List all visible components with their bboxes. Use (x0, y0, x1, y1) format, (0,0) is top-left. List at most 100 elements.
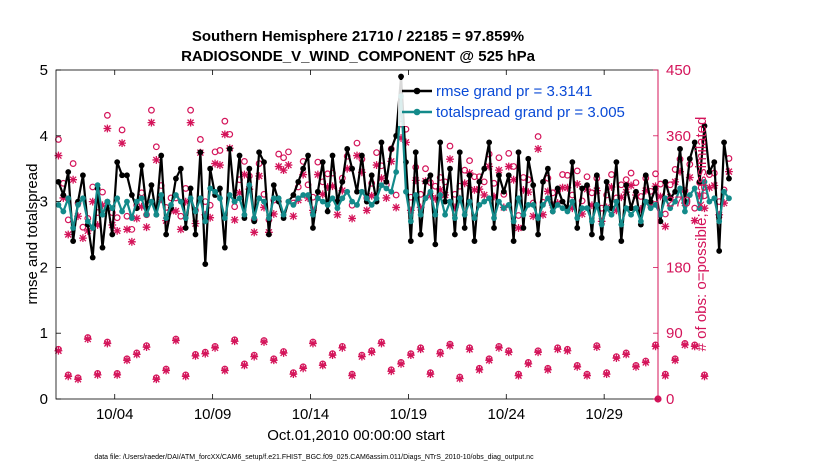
obs-assimilated-point (602, 370, 611, 379)
series-point-1 (368, 201, 375, 208)
series-point-1 (540, 201, 546, 208)
series-point-0 (295, 178, 302, 185)
obs-assimilated-point (348, 371, 357, 380)
obs-assimilated-point (206, 213, 215, 222)
obs-assimilated-point (59, 194, 68, 202)
obs-assimilated-point (328, 182, 337, 191)
series-point-0 (99, 244, 106, 251)
obs-assimilated-point (573, 180, 582, 188)
obs-assimilated-point (279, 349, 288, 357)
obs-assimilated-point (230, 337, 239, 346)
series-point-1 (124, 198, 130, 205)
obs-assimilated-point (250, 352, 259, 361)
obs-possible-point (148, 106, 155, 114)
obs-assimilated-point (685, 173, 694, 182)
series-point-0 (163, 231, 170, 238)
series-point-0 (192, 231, 199, 238)
series-point-1 (525, 201, 532, 208)
obs-possible-point (275, 150, 283, 158)
obs-assimilated-point (284, 161, 293, 169)
obs-assimilated-point (216, 161, 224, 169)
series-point-1 (388, 188, 395, 195)
series-point-0 (148, 182, 155, 189)
series-point-0 (554, 185, 561, 192)
obs-assimilated-point (357, 352, 366, 361)
series-point-1 (593, 201, 600, 208)
series-point-1 (99, 211, 106, 218)
series-point-1 (701, 178, 708, 185)
obs-assimilated-point (720, 199, 728, 207)
series-point-1 (182, 215, 189, 221)
obs-possible-point (216, 147, 224, 154)
series-point-0 (476, 178, 483, 185)
x-axis: 10/04 10/09 10/14 10/19 10/24 10/29 (96, 70, 623, 423)
series-point-1 (618, 221, 625, 228)
obs-assimilated-point (64, 230, 73, 239)
series-point-1 (716, 218, 723, 225)
obs-possible-point (79, 223, 87, 231)
series-point-0 (109, 231, 116, 238)
series-point-0 (584, 182, 590, 189)
obs-assimilated-point (695, 191, 704, 199)
obs-assimilated-point (132, 350, 141, 359)
series-point-1 (373, 195, 380, 202)
series-layer (54, 73, 733, 403)
obs-assimilated-point (612, 206, 621, 215)
obs-assimilated-point (240, 361, 249, 370)
series-point-0 (657, 218, 664, 225)
y-tick-label: 3 (40, 194, 48, 211)
series-point-0 (642, 172, 649, 179)
obs-assimilated-point (475, 365, 484, 374)
obs-assimilated-point (485, 162, 494, 171)
x-tick-label: 10/09 (194, 406, 232, 423)
series-point-1 (192, 208, 199, 215)
obs-assimilated-point (563, 346, 572, 355)
series-point-1 (481, 198, 488, 205)
obs-assimilated-point (250, 228, 259, 237)
series-point-1 (221, 215, 228, 221)
series-point-1 (574, 215, 581, 221)
obs-assimilated-point (573, 362, 582, 371)
obs-assimilated-point (357, 168, 366, 177)
obs-assimilated-point (588, 201, 596, 210)
series-point-0 (701, 123, 708, 129)
obs-assimilated-point (348, 214, 357, 223)
obs-assimilated-point (103, 339, 112, 348)
series-point-0 (677, 146, 683, 152)
series-point-1 (270, 195, 277, 202)
obs-possible-point (152, 143, 160, 151)
y2-tick-label: 450 (666, 62, 691, 79)
obs-assimilated-point (671, 177, 680, 186)
obs-assimilated-point (220, 366, 229, 375)
series-point-0 (716, 248, 723, 254)
series-point-0 (520, 225, 527, 231)
obs-assimilated-point (465, 345, 474, 354)
series-point-1 (109, 205, 116, 212)
series-point-0 (633, 188, 639, 195)
obs-assimilated-point (519, 186, 528, 194)
series-point-1 (363, 195, 370, 202)
series-point-0 (407, 238, 414, 244)
series-point-1 (584, 205, 590, 212)
series-point-0 (486, 139, 493, 146)
series-point-1 (603, 205, 610, 212)
obs-assimilated-point (88, 197, 97, 206)
series-point-1 (295, 195, 302, 202)
obs-assimilated-point (152, 156, 161, 164)
series-point-1 (667, 205, 674, 212)
obs-assimilated-point (607, 183, 616, 191)
series-point-1 (65, 195, 72, 202)
obs-assimilated-point (260, 203, 268, 212)
series-point-0 (412, 149, 419, 156)
series-point-1 (598, 221, 605, 228)
y-tick-label: 5 (40, 62, 48, 79)
series-point-1 (70, 225, 77, 231)
obs-assimilated-point (543, 365, 552, 374)
obs-assimilated-point (402, 138, 410, 147)
obs-assimilated-point (152, 375, 161, 384)
series-point-1 (623, 205, 630, 212)
obs-assimilated-point (172, 207, 180, 216)
obs-possible-point (280, 154, 287, 162)
obs-assimilated-point (661, 371, 670, 380)
